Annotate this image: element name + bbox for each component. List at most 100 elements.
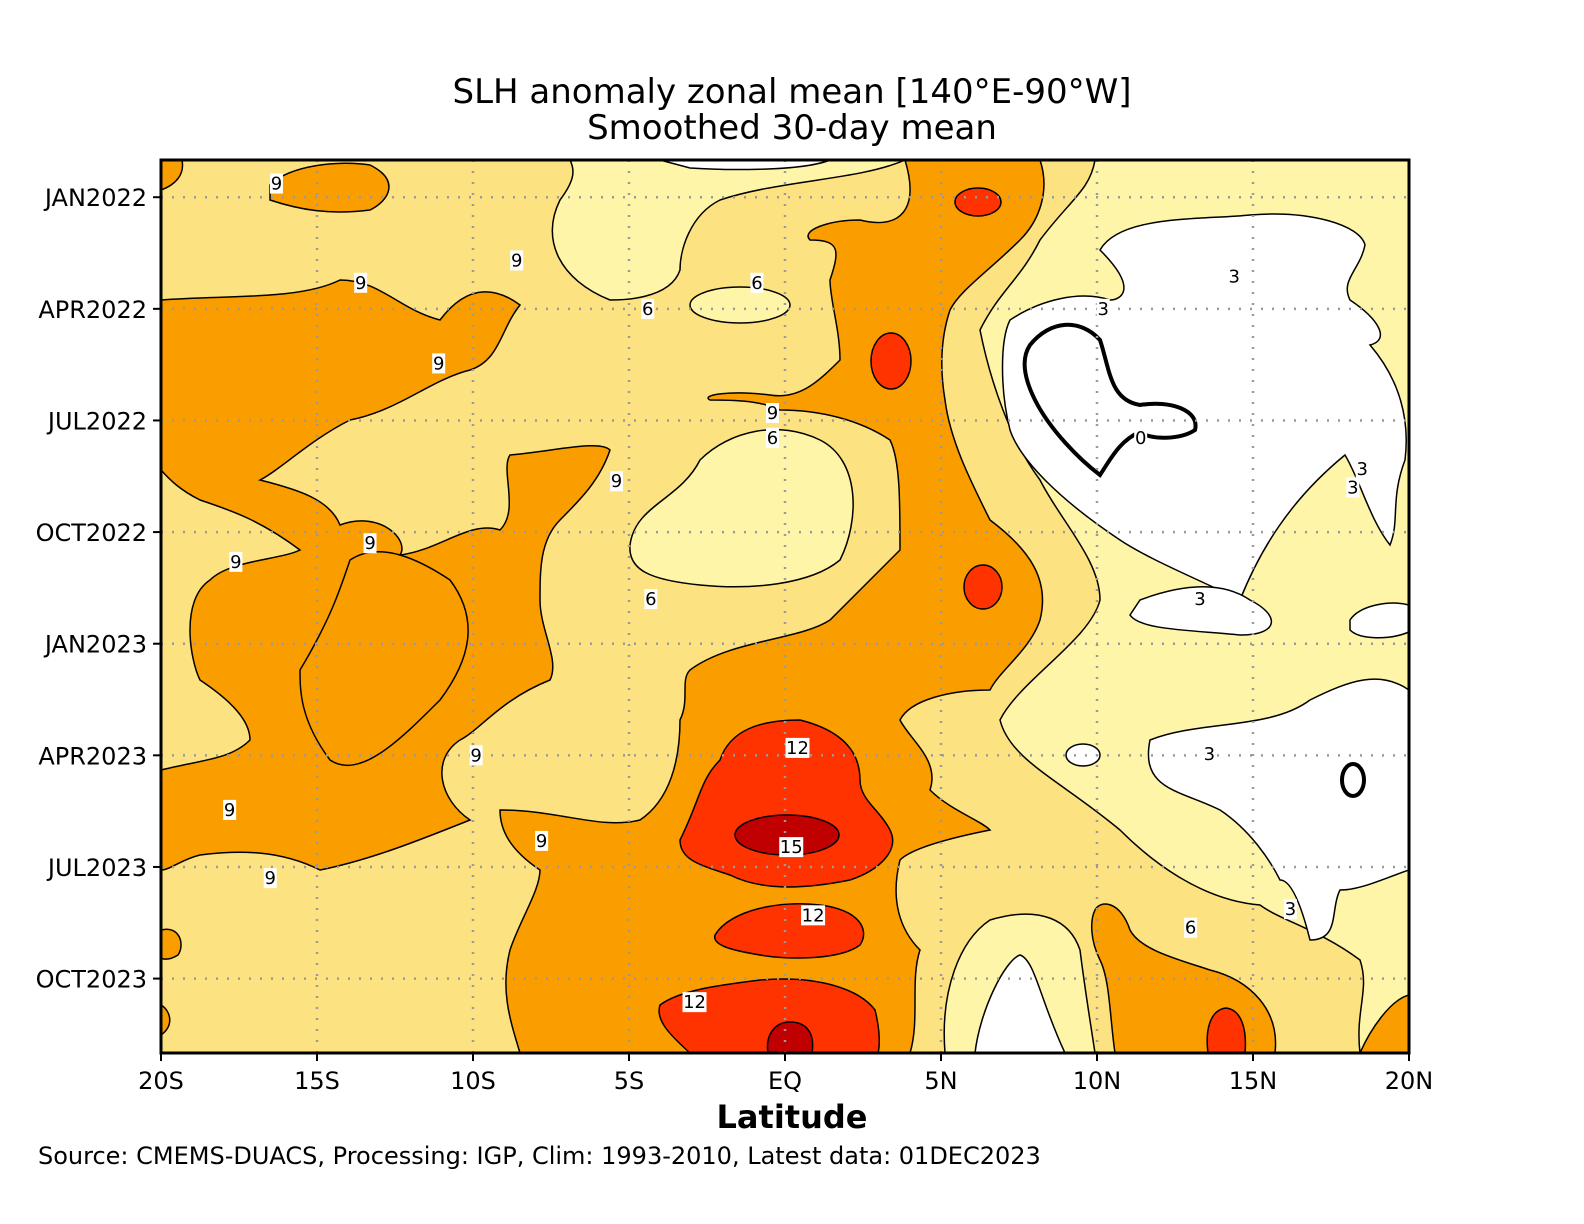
- x-tick-label: 10N: [1073, 1067, 1122, 1095]
- contour-label-box: [229, 551, 243, 572]
- contour-label-box: [766, 403, 780, 424]
- y-tick-label: JAN2023: [43, 631, 147, 659]
- contour-label-box: [644, 589, 658, 610]
- contour-zero-upper: [1022, 322, 1198, 478]
- fill-9-12-central: [499, 160, 1045, 1053]
- contour-label-box: [1184, 917, 1198, 938]
- contour-label: 9: [230, 552, 241, 573]
- contour-zero-lower: [1340, 762, 1366, 798]
- contour-label: 3: [1356, 459, 1367, 480]
- fill-3-6-top: [551, 160, 906, 301]
- x-tick-label: 15S: [294, 1067, 340, 1095]
- y-tick-label: APR2023: [38, 742, 147, 770]
- fill-12-15-main: [679, 719, 894, 888]
- x-tick-label: 5N: [924, 1067, 957, 1095]
- y-tick-label: APR2022: [38, 296, 147, 324]
- contour-label: 9: [271, 174, 282, 195]
- contour-label: 9: [224, 800, 235, 821]
- contour-label-box: [1227, 266, 1241, 287]
- contour-label: 6: [767, 428, 778, 449]
- y-tick-label: JUL2022: [46, 407, 147, 435]
- contour-label-box: [469, 745, 483, 766]
- contour-label-box: [682, 992, 707, 1013]
- contour-label-box: [510, 250, 524, 271]
- fill-9-12-topleft: [269, 162, 390, 213]
- contour-label-box: [535, 830, 549, 851]
- y-tick-label: JUL2023: [46, 854, 147, 882]
- contour-label-box: [641, 298, 655, 319]
- contour-label: 12: [683, 992, 706, 1013]
- contour-label: 15: [780, 837, 803, 858]
- x-axis: 20S 15S 10S 5S EQ 5N 10N 15N 20N: [138, 1053, 1433, 1095]
- contour-label-box: [801, 905, 826, 926]
- fill-3-6-mid: [629, 428, 854, 588]
- x-tick-label: 5S: [614, 1067, 645, 1095]
- source-note: Source: CMEMS-DUACS, Processing: IGP, Cl…: [38, 1142, 1041, 1170]
- contour-label-box: [750, 272, 764, 293]
- fill-12-15-spot-4: [1206, 1007, 1247, 1053]
- fill-below-3-mid: [1129, 586, 1272, 636]
- y-axis: JAN2022 APR2022 JUL2022 OCT2022 JAN2023 APR20…: [36, 184, 161, 994]
- x-tick-label: EQ: [768, 1067, 802, 1095]
- x-axis-label: Latitude: [716, 1098, 868, 1136]
- contour-label-box: [263, 868, 277, 889]
- contour-label: 9: [536, 831, 547, 852]
- contour-label-box: [1202, 744, 1216, 765]
- x-tick-label: 20S: [138, 1067, 184, 1095]
- contour-label-box: [354, 272, 368, 293]
- fill-12-15-mid: [714, 903, 865, 959]
- contour-label: 6: [645, 589, 656, 610]
- fill-below-3-small: [1065, 743, 1101, 767]
- fill-3-6-small-1: [689, 286, 791, 324]
- y-tick-label: OCT2022: [36, 519, 147, 547]
- contour-label: 3: [1229, 267, 1240, 288]
- contour-label-box: [363, 533, 377, 554]
- x-tick-label: 20N: [1385, 1067, 1434, 1095]
- contour-label-box: [269, 173, 283, 194]
- contour-label: 6: [642, 299, 653, 320]
- contour-label: 6: [1185, 918, 1196, 939]
- contour-label: 3: [1098, 299, 1109, 320]
- fill-12-15-bottom: [658, 978, 880, 1053]
- contour-label: 0: [1135, 428, 1146, 449]
- fill-12-15-spot-3: [963, 564, 1003, 610]
- contour-label: 3: [1285, 899, 1296, 920]
- contour-label-box: [223, 799, 237, 820]
- fill-above-15-bottom: [766, 1021, 814, 1053]
- y-tick-label: OCT2023: [36, 966, 147, 994]
- contour-label: 9: [364, 533, 375, 554]
- x-tick-label: 10S: [450, 1067, 496, 1095]
- contour-label-box: [432, 353, 446, 374]
- contour-label: 3: [1347, 477, 1358, 498]
- x-tick-label: 15N: [1229, 1067, 1278, 1095]
- contour-label: 3: [1204, 744, 1215, 765]
- contour-label: 9: [611, 471, 622, 492]
- contour-label-box: [785, 737, 810, 758]
- contour-label-box: [610, 471, 624, 492]
- contour-label-box: [766, 427, 780, 448]
- fill-below-3-bottom: [974, 954, 1066, 1053]
- contour-label-box: [779, 837, 804, 858]
- contour-label-box: [1134, 427, 1148, 448]
- chart-subtitle: Smoothed 30-day mean: [587, 108, 997, 148]
- contour-label: 9: [470, 745, 481, 766]
- contour-label: 6: [751, 273, 762, 294]
- fill-9-12-sw: [161, 928, 182, 960]
- chart-title: SLH anomaly zonal mean [140°E-90°W]: [452, 72, 1132, 112]
- contour-label: 9: [264, 868, 275, 889]
- y-tick-label: JAN2022: [43, 184, 147, 212]
- contour-label: 9: [511, 250, 522, 271]
- contour-label: 9: [767, 403, 778, 424]
- fill-12-15-spot-2: [870, 332, 912, 390]
- fill-9-12-west-2: [299, 551, 469, 766]
- contour-label-box: [1346, 477, 1360, 498]
- fill-top-white: [659, 160, 831, 171]
- fill-below-3-edge: [1349, 602, 1409, 639]
- contour-label-box: [1096, 298, 1110, 319]
- contour-label: 12: [802, 905, 825, 926]
- contour-label-box: [1355, 458, 1369, 479]
- fill-12-15-spot-1: [954, 187, 1002, 217]
- contour-label: 3: [1194, 589, 1205, 610]
